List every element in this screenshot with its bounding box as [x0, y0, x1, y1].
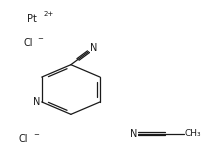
Text: −: −: [37, 36, 43, 42]
Text: N: N: [90, 43, 98, 53]
Text: Pt: Pt: [28, 14, 37, 24]
Text: 2+: 2+: [44, 11, 54, 17]
Text: N: N: [33, 97, 41, 107]
Text: Cl: Cl: [23, 38, 33, 48]
Text: −: −: [33, 132, 39, 138]
Text: N: N: [130, 129, 137, 139]
Text: CH₃: CH₃: [185, 129, 202, 138]
Text: Cl: Cl: [19, 134, 28, 144]
